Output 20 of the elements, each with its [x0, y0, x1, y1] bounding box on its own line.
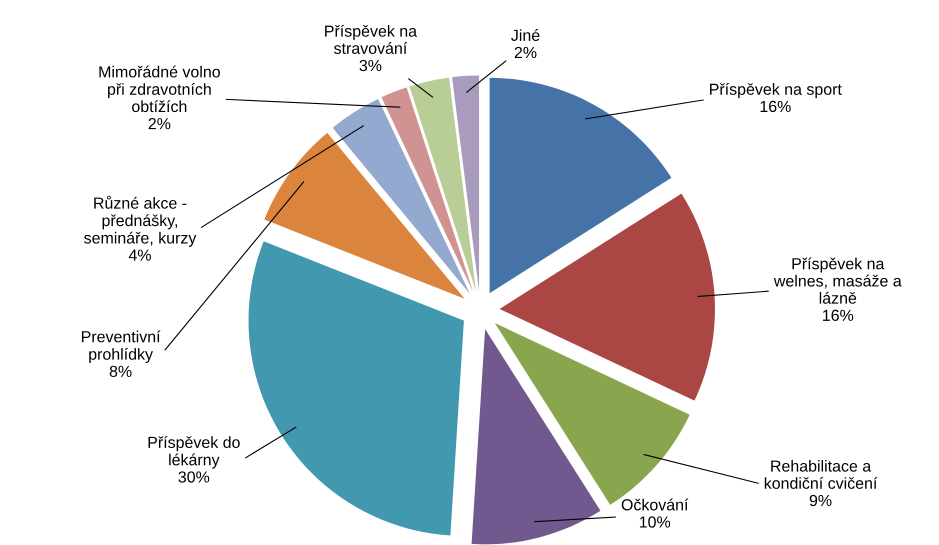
data-label: 9% [810, 494, 832, 506]
data-label: 3% [360, 60, 382, 72]
slice-label: Preventivní prohlídky [82, 330, 160, 363]
slice-label: Očkování [622, 498, 688, 510]
slice-label: Mimořádné volno při zdravotních obtížích [99, 66, 220, 112]
slice-label: Příspěvek na stravování [325, 24, 418, 54]
slice-label: Příspěvek na welnes, masáže a lázně [774, 257, 902, 304]
data-label: 8% [110, 366, 132, 378]
slice-label: Různé akce - přednášky, semináře, kurzy [84, 196, 196, 247]
data-label: 16% [823, 310, 854, 321]
data-label: 10% [640, 516, 670, 528]
slice-label: Jiné [511, 29, 540, 41]
slice-label: Příspěvek na sport [710, 82, 842, 98]
data-label: 30% [178, 471, 210, 483]
data-label: 16% [760, 100, 791, 112]
slice-label: Rehabilitace a kondiční cvičení [764, 460, 878, 489]
data-label: 4% [128, 250, 151, 261]
slice-label: Příspěvek do lékárny [148, 436, 240, 469]
data-label: 2% [514, 46, 536, 58]
data-label: 2% [148, 118, 170, 130]
